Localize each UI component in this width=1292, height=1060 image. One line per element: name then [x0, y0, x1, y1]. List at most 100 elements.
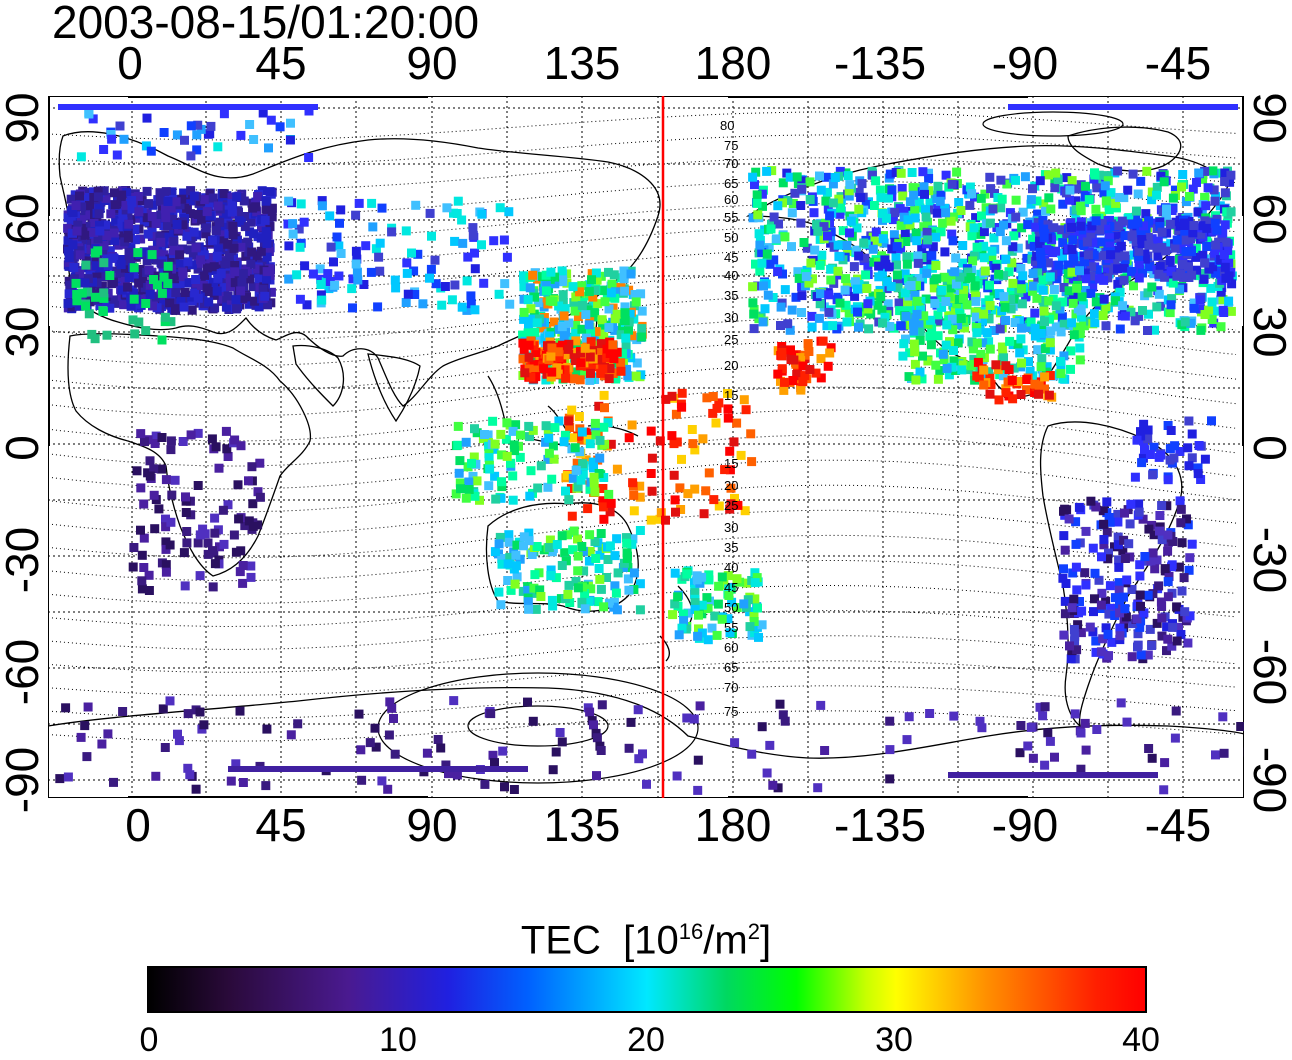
tec-cell	[1180, 221, 1189, 230]
dip-label: 20	[724, 358, 738, 373]
tec-cell	[1050, 285, 1059, 294]
tec-cell	[1190, 304, 1199, 313]
tec-cell	[1220, 749, 1229, 758]
tec-cell	[387, 227, 396, 236]
tec-cell	[355, 710, 364, 719]
tec-cell	[288, 219, 297, 228]
tec-cell	[448, 295, 457, 304]
tec-cell	[1077, 206, 1086, 215]
tec-cell	[537, 461, 546, 470]
tec-cell	[458, 239, 467, 248]
tec-cell	[503, 253, 512, 262]
tec-cell	[182, 527, 191, 536]
tec-cell	[777, 303, 786, 312]
tec-cell	[755, 229, 764, 238]
tec-cell	[908, 168, 917, 177]
tec-cell	[974, 358, 983, 367]
tec-cell	[632, 297, 641, 306]
tec-cell	[560, 311, 569, 320]
tec-cell	[767, 224, 776, 233]
tec-cell	[670, 471, 679, 480]
dip-label: 25	[724, 332, 738, 347]
tec-cell	[249, 522, 258, 531]
tec-cell	[1128, 232, 1137, 241]
tec-cell	[578, 428, 587, 437]
tec-cell	[166, 518, 175, 527]
tec-cell	[64, 299, 73, 308]
tec-cell	[463, 276, 472, 285]
tec-cell	[442, 203, 451, 212]
tec-cell	[1159, 785, 1168, 794]
tec-cell	[920, 190, 929, 199]
tec-cell	[1200, 259, 1209, 268]
tec-cell	[732, 419, 741, 428]
tec-cell	[1044, 193, 1053, 202]
tec-cell	[847, 217, 856, 226]
tec-cell	[627, 718, 636, 727]
tec-cell	[533, 484, 542, 493]
tec-cell	[172, 197, 181, 206]
tec-cell	[586, 353, 595, 362]
tec-cell	[543, 483, 552, 492]
tec-cell	[1076, 222, 1085, 231]
tec-cell	[1052, 301, 1061, 310]
tec-cell	[1136, 591, 1145, 600]
tec-cell	[1154, 270, 1163, 279]
tec-cell	[1133, 436, 1142, 445]
tec-cell	[1028, 184, 1037, 193]
tec-cell	[600, 391, 609, 400]
tec-cell	[489, 236, 498, 245]
tec-cell	[1056, 357, 1065, 366]
tec-cell	[590, 479, 599, 488]
tec-cell	[173, 220, 182, 229]
tec-cell	[523, 698, 532, 707]
tec-cell	[213, 252, 222, 261]
tec-cell	[1086, 623, 1095, 632]
tec-cell	[856, 193, 865, 202]
tec-cell	[1184, 262, 1193, 271]
tec-cell	[957, 365, 966, 374]
tec-cell	[568, 512, 577, 521]
tec-cell	[909, 327, 918, 336]
tec-cell	[986, 184, 995, 193]
tec-cell	[682, 570, 691, 579]
tec-cell	[162, 568, 171, 577]
dip-label: 75	[724, 704, 738, 719]
tec-cell	[1164, 592, 1173, 601]
tec-cell	[1148, 470, 1157, 479]
tec-cell	[753, 199, 762, 208]
bottom-lon-tick: 180	[695, 800, 772, 850]
tec-cell	[156, 238, 165, 247]
tec-cell	[1022, 375, 1031, 384]
tec-cell	[1114, 563, 1123, 572]
tec-cell	[906, 197, 915, 206]
right-lat-tick: 90	[1245, 92, 1292, 143]
tec-cell	[927, 251, 936, 260]
tec-cell	[788, 376, 797, 385]
tec-cell	[1097, 647, 1106, 656]
tec-cell	[1178, 538, 1187, 547]
tec-cell	[1057, 327, 1066, 336]
tec-cell	[1001, 303, 1010, 312]
tec-cell	[1097, 552, 1106, 561]
dip-label: 80	[720, 118, 734, 133]
tec-cell	[203, 207, 212, 216]
tec-cell	[505, 538, 514, 547]
tec-cell	[524, 422, 533, 431]
tec-cell	[831, 173, 840, 182]
tec-cell	[1219, 308, 1228, 317]
tec-cell	[143, 187, 152, 196]
tec-cell	[510, 785, 519, 794]
tec-cell	[192, 785, 201, 794]
tec-cell	[621, 316, 630, 325]
tec-cell	[375, 267, 384, 276]
tec-cell	[1161, 247, 1170, 256]
tec-cell	[925, 709, 934, 718]
tec-cell	[431, 256, 440, 265]
tec-cell	[1037, 354, 1046, 363]
tec-cell	[628, 421, 637, 430]
tec-cell	[1187, 271, 1196, 280]
tec-cell	[222, 427, 231, 436]
tec-cell	[496, 203, 505, 212]
tec-cell	[262, 239, 271, 248]
